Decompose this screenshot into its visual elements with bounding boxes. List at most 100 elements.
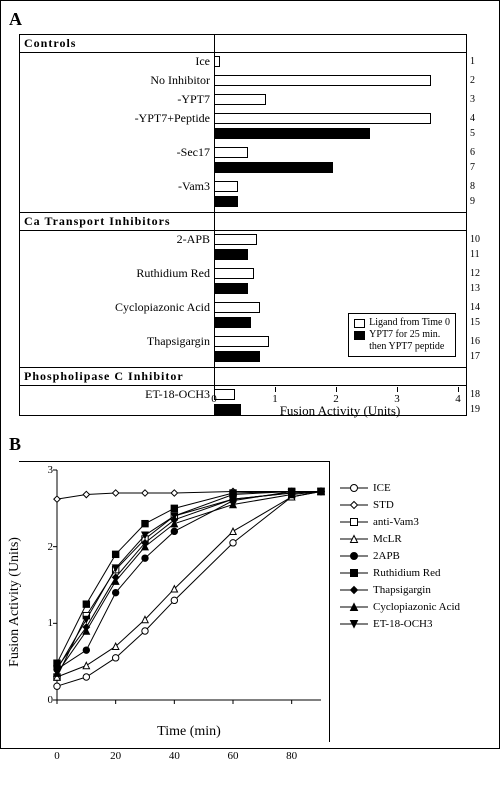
panel-b-label: B — [9, 434, 495, 455]
legend-row: STD — [340, 499, 460, 511]
bar — [214, 94, 266, 105]
row-number: 4 — [470, 113, 490, 124]
bar-row: -Vam38 — [20, 179, 466, 193]
y-tick-label: 2 — [33, 541, 53, 553]
legend-text: Thapsigargin — [373, 584, 431, 596]
bar-row: Cyclopiazonic Acid14 — [20, 300, 466, 314]
bar-row: Ice1 — [20, 54, 466, 68]
bar-row: 5 — [20, 126, 466, 140]
bar-label: No Inhibitor — [20, 73, 214, 88]
x-tick — [214, 387, 215, 392]
legend-marker — [340, 551, 368, 561]
data-marker — [83, 491, 89, 497]
data-marker — [142, 555, 148, 561]
bar — [214, 147, 248, 158]
panel-b-legend: ICE STD anti-Vam3 McLR 2APB Ruthidium Red Thap… — [330, 461, 464, 742]
bar-row: 9 — [20, 194, 466, 208]
legend-row: anti-Vam3 — [340, 516, 460, 528]
data-marker — [112, 655, 118, 661]
legend-marker — [340, 602, 368, 612]
bar-label: ET-18-OCH3 — [20, 387, 214, 402]
row-number: 11 — [470, 249, 490, 260]
legend-text: Cyclopiazonic Acid — [373, 601, 460, 613]
legend-row: 2APB — [340, 550, 460, 562]
bar — [214, 302, 260, 313]
x-tick — [275, 387, 276, 392]
data-marker — [83, 674, 89, 680]
x-tick-label: 40 — [169, 750, 180, 762]
x-tick-label: 0 — [211, 393, 217, 405]
bar-label: -YPT7+Peptide — [20, 111, 214, 126]
data-marker — [230, 540, 236, 546]
row-number: 16 — [470, 336, 490, 347]
series-line — [57, 491, 321, 663]
row-number: 3 — [470, 94, 490, 105]
row-number: 14 — [470, 302, 490, 313]
row-number: 15 — [470, 317, 490, 328]
y-tick-label: 0 — [33, 694, 53, 706]
legend-marker — [340, 483, 368, 493]
data-marker — [142, 628, 148, 634]
bar-label: Thapsigargin — [20, 334, 214, 349]
legend-text: STD — [373, 499, 394, 511]
data-marker — [54, 496, 60, 502]
series-line — [57, 491, 321, 669]
data-marker — [230, 528, 236, 534]
panel-a-label: A — [9, 9, 495, 30]
bars-area: Ice1No Inhibitor2-YPT73-YPT7+Peptide45-S… — [20, 54, 466, 212]
bar-row: 7 — [20, 160, 466, 174]
legend-row: Ruthidium Red — [340, 567, 460, 579]
series-line — [57, 491, 321, 669]
legend-spacer — [354, 343, 365, 352]
x-tick-label: 0 — [54, 750, 60, 762]
legend-marker — [340, 619, 368, 629]
x-tick — [458, 387, 459, 392]
legend-text: McLR — [373, 533, 402, 545]
row-number: 18 — [470, 389, 490, 400]
legend-row: YPT7 for 25 min. — [354, 329, 450, 341]
data-marker — [171, 505, 177, 511]
legend-text: anti-Vam3 — [373, 516, 419, 528]
panel-b-y-title: Fusion Activity (Units) — [7, 537, 23, 667]
row-number: 9 — [470, 196, 490, 207]
x-tick — [397, 387, 398, 392]
figure-container: A ControlsIce1No Inhibitor2-YPT73-YPT7+P… — [0, 0, 500, 749]
row-number: 12 — [470, 268, 490, 279]
series-line — [57, 491, 321, 667]
legend-marker — [340, 517, 368, 527]
bar-row: 11 — [20, 247, 466, 261]
row-number: 5 — [470, 128, 490, 139]
panel-b-svg — [57, 470, 321, 700]
row-number: 2 — [470, 75, 490, 86]
bar — [214, 181, 238, 192]
panel-b-x-title: Time (min) — [157, 724, 221, 740]
panel-a-legend: Ligand from Time 0YPT7 for 25 min.then Y… — [348, 313, 456, 357]
bar-row: -YPT7+Peptide4 — [20, 111, 466, 125]
legend-marker — [340, 585, 368, 595]
bar — [214, 283, 248, 294]
legend-text: ET-18-OCH3 — [373, 618, 432, 630]
bar — [214, 317, 251, 328]
x-tick-label: 1 — [272, 393, 278, 405]
bar-label: Ruthidium Red — [20, 266, 214, 281]
row-number: 10 — [470, 234, 490, 245]
bar — [214, 351, 260, 362]
data-marker — [83, 662, 89, 668]
bar-row: No Inhibitor2 — [20, 73, 466, 87]
legend-marker — [340, 534, 368, 544]
row-number: 19 — [470, 404, 490, 415]
section-header: Phospholipase C Inhibitor — [20, 367, 466, 386]
row-number: 1 — [470, 56, 490, 67]
bar-row: -Sec176 — [20, 145, 466, 159]
row-number: 17 — [470, 351, 490, 362]
bar — [214, 162, 333, 173]
legend-row: ICE — [340, 482, 460, 494]
legend-text: 2APB — [373, 550, 400, 562]
legend-text: YPT7 for 25 min. — [369, 329, 440, 341]
bar-label: Cyclopiazonic Acid — [20, 300, 214, 315]
bar — [214, 128, 370, 139]
bar — [214, 196, 238, 207]
panel-a-x-axis: 01234Fusion Activity (Units) — [214, 387, 466, 415]
data-marker — [112, 551, 118, 557]
panel-b-chart: Fusion Activity (Units) Time (min) 01230… — [19, 461, 330, 742]
